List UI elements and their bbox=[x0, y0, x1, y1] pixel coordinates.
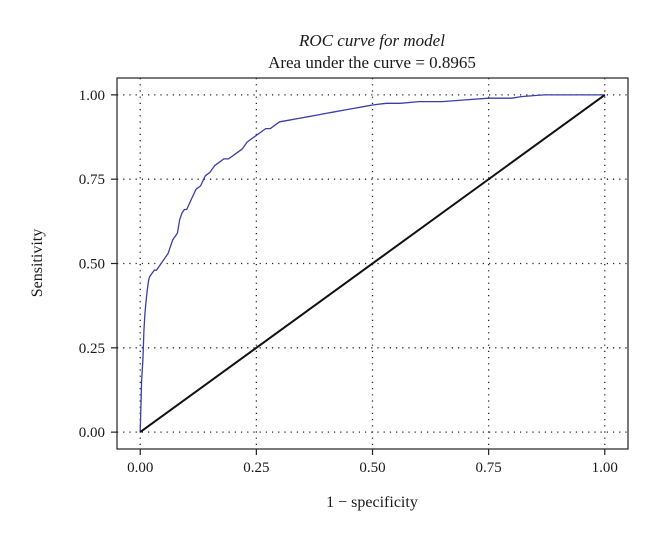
x-tick-label-1: 0.25 bbox=[243, 460, 269, 476]
chart-subtitle: Area under the curve = 0.8965 bbox=[268, 53, 476, 72]
x-tick-label-0: 0.00 bbox=[127, 460, 153, 476]
x-tick-label-4: 1.00 bbox=[592, 460, 618, 476]
chart-title: ROC curve for model bbox=[298, 31, 445, 50]
x-tick-label-2: 0.50 bbox=[359, 460, 385, 476]
x-axis-ticks: 0.00 0.25 0.50 0.75 1.00 bbox=[127, 449, 618, 476]
y-tick-label-0: 0.00 bbox=[79, 425, 105, 441]
y-tick-label-1: 0.25 bbox=[79, 341, 105, 357]
y-tick-label-2: 0.50 bbox=[79, 257, 105, 273]
y-axis-label: Sensitivity bbox=[29, 229, 46, 297]
roc-curve-line bbox=[139, 94, 605, 433]
x-axis-label: 1 − specificity bbox=[326, 494, 418, 511]
series-group bbox=[139, 94, 606, 433]
y-tick-label-3: 0.75 bbox=[79, 172, 105, 188]
x-tick-label-3: 0.75 bbox=[476, 460, 502, 476]
y-axis-ticks: 0.00 0.25 0.50 0.75 1.00 bbox=[79, 88, 117, 441]
reference-diagonal-line bbox=[139, 94, 606, 433]
y-tick-label-4: 1.00 bbox=[79, 88, 105, 104]
